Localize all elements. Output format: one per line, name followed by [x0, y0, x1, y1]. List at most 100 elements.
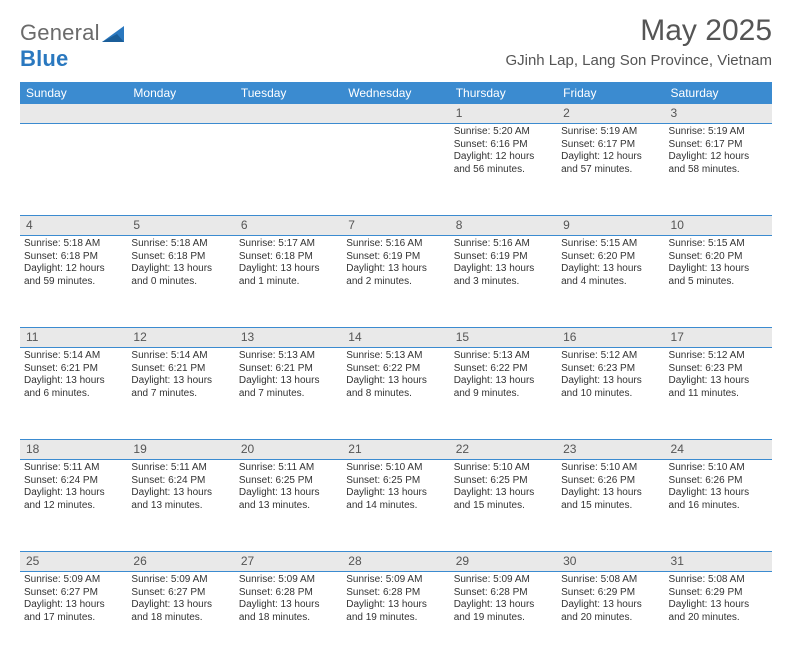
sunrise-line: Sunrise: 5:16 AM: [346, 238, 445, 251]
daylight-line: Daylight: 13 hours and 9 minutes.: [454, 375, 553, 400]
daynum-cell: 3: [665, 104, 772, 124]
daynum-cell: 1: [450, 104, 557, 124]
calendar-page: General Blue May 2025 GJinh Lap, Lang So…: [0, 0, 792, 612]
daynum-cell: 30: [557, 552, 664, 572]
daynum-cell: 23: [557, 440, 664, 460]
daylight-line: Daylight: 12 hours and 58 minutes.: [669, 151, 768, 176]
sunrise-line: Sunrise: 5:10 AM: [561, 462, 660, 475]
heading: May 2025 GJinh Lap, Lang Son Province, V…: [505, 14, 772, 69]
sunset-line: Sunset: 6:19 PM: [454, 251, 553, 264]
day-cell: [127, 124, 234, 216]
sunset-line: Sunset: 6:25 PM: [239, 475, 338, 488]
sunset-line: Sunset: 6:25 PM: [454, 475, 553, 488]
sunrise-line: Sunrise: 5:16 AM: [454, 238, 553, 251]
daylight-line: Daylight: 13 hours and 13 minutes.: [239, 487, 338, 512]
day-cell: Sunrise: 5:14 AMSunset: 6:21 PMDaylight:…: [20, 348, 127, 440]
sunrise-line: Sunrise: 5:18 AM: [131, 238, 230, 251]
daylight-line: Daylight: 13 hours and 5 minutes.: [669, 263, 768, 288]
daylight-line: Daylight: 13 hours and 0 minutes.: [131, 263, 230, 288]
sunset-line: Sunset: 6:21 PM: [131, 363, 230, 376]
day-cell: Sunrise: 5:08 AMSunset: 6:29 PMDaylight:…: [557, 572, 664, 664]
sunset-line: Sunset: 6:24 PM: [24, 475, 123, 488]
sunrise-line: Sunrise: 5:08 AM: [561, 574, 660, 587]
daynum-cell: 8: [450, 216, 557, 236]
sunset-line: Sunset: 6:16 PM: [454, 139, 553, 152]
week-row: Sunrise: 5:11 AMSunset: 6:24 PMDaylight:…: [20, 460, 772, 552]
daylight-line: Daylight: 13 hours and 7 minutes.: [239, 375, 338, 400]
sunset-line: Sunset: 6:23 PM: [669, 363, 768, 376]
brand-triangle-icon: [100, 20, 126, 45]
sunrise-line: Sunrise: 5:11 AM: [239, 462, 338, 475]
sunrise-line: Sunrise: 5:15 AM: [561, 238, 660, 251]
day-cell: Sunrise: 5:14 AMSunset: 6:21 PMDaylight:…: [127, 348, 234, 440]
sunset-line: Sunset: 6:22 PM: [454, 363, 553, 376]
daynum-cell: 11: [20, 328, 127, 348]
sunset-line: Sunset: 6:27 PM: [131, 587, 230, 600]
daynum-cell: 7: [342, 216, 449, 236]
daylight-line: Daylight: 13 hours and 4 minutes.: [561, 263, 660, 288]
day-cell: Sunrise: 5:13 AMSunset: 6:22 PMDaylight:…: [450, 348, 557, 440]
sunrise-line: Sunrise: 5:09 AM: [454, 574, 553, 587]
sunset-line: Sunset: 6:29 PM: [561, 587, 660, 600]
daynum-cell: 6: [235, 216, 342, 236]
sunrise-line: Sunrise: 5:09 AM: [239, 574, 338, 587]
day-cell: Sunrise: 5:09 AMSunset: 6:28 PMDaylight:…: [450, 572, 557, 664]
sunrise-line: Sunrise: 5:17 AM: [239, 238, 338, 251]
day-cell: Sunrise: 5:18 AMSunset: 6:18 PMDaylight:…: [127, 236, 234, 328]
day-cell: Sunrise: 5:20 AMSunset: 6:16 PMDaylight:…: [450, 124, 557, 216]
weekday-cell: Saturday: [665, 82, 772, 104]
day-cell: Sunrise: 5:15 AMSunset: 6:20 PMDaylight:…: [665, 236, 772, 328]
daynum-cell: 15: [450, 328, 557, 348]
day-cell: Sunrise: 5:10 AMSunset: 6:26 PMDaylight:…: [665, 460, 772, 552]
sunset-line: Sunset: 6:18 PM: [239, 251, 338, 264]
day-cell: Sunrise: 5:13 AMSunset: 6:22 PMDaylight:…: [342, 348, 449, 440]
sunset-line: Sunset: 6:19 PM: [346, 251, 445, 264]
sunrise-line: Sunrise: 5:09 AM: [24, 574, 123, 587]
daynum-cell: [20, 104, 127, 124]
day-cell: Sunrise: 5:16 AMSunset: 6:19 PMDaylight:…: [450, 236, 557, 328]
daylight-line: Daylight: 13 hours and 8 minutes.: [346, 375, 445, 400]
daylight-line: Daylight: 13 hours and 15 minutes.: [454, 487, 553, 512]
sunset-line: Sunset: 6:22 PM: [346, 363, 445, 376]
sunset-line: Sunset: 6:21 PM: [239, 363, 338, 376]
weekday-cell: Tuesday: [235, 82, 342, 104]
sunrise-line: Sunrise: 5:11 AM: [131, 462, 230, 475]
sunset-line: Sunset: 6:17 PM: [561, 139, 660, 152]
sunset-line: Sunset: 6:20 PM: [561, 251, 660, 264]
daylight-line: Daylight: 13 hours and 6 minutes.: [24, 375, 123, 400]
daynum-row: 25262728293031: [20, 552, 772, 572]
calendar-table: SundayMondayTuesdayWednesdayThursdayFrid…: [20, 82, 772, 664]
daynum-cell: 10: [665, 216, 772, 236]
brand-part1: General: [20, 20, 100, 45]
day-cell: Sunrise: 5:10 AMSunset: 6:25 PMDaylight:…: [342, 460, 449, 552]
daynum-cell: 18: [20, 440, 127, 460]
daylight-line: Daylight: 13 hours and 1 minute.: [239, 263, 338, 288]
day-cell: Sunrise: 5:17 AMSunset: 6:18 PMDaylight:…: [235, 236, 342, 328]
daylight-line: Daylight: 13 hours and 12 minutes.: [24, 487, 123, 512]
day-cell: [20, 124, 127, 216]
daynum-cell: 17: [665, 328, 772, 348]
sunset-line: Sunset: 6:28 PM: [346, 587, 445, 600]
day-cell: Sunrise: 5:15 AMSunset: 6:20 PMDaylight:…: [557, 236, 664, 328]
day-cell: [235, 124, 342, 216]
sunset-line: Sunset: 6:21 PM: [24, 363, 123, 376]
weekday-cell: Monday: [127, 82, 234, 104]
daynum-cell: 5: [127, 216, 234, 236]
sunset-line: Sunset: 6:26 PM: [669, 475, 768, 488]
sunrise-line: Sunrise: 5:18 AM: [24, 238, 123, 251]
daynum-cell: 25: [20, 552, 127, 572]
sunset-line: Sunset: 6:18 PM: [131, 251, 230, 264]
daynum-cell: 2: [557, 104, 664, 124]
sunrise-line: Sunrise: 5:09 AM: [346, 574, 445, 587]
sunset-line: Sunset: 6:28 PM: [239, 587, 338, 600]
day-cell: Sunrise: 5:09 AMSunset: 6:27 PMDaylight:…: [127, 572, 234, 664]
daylight-line: Daylight: 12 hours and 56 minutes.: [454, 151, 553, 176]
daynum-cell: [235, 104, 342, 124]
daynum-row: 123: [20, 104, 772, 124]
daylight-line: Daylight: 12 hours and 59 minutes.: [24, 263, 123, 288]
day-cell: Sunrise: 5:11 AMSunset: 6:24 PMDaylight:…: [20, 460, 127, 552]
daynum-cell: 4: [20, 216, 127, 236]
sunset-line: Sunset: 6:26 PM: [561, 475, 660, 488]
weekday-header: SundayMondayTuesdayWednesdayThursdayFrid…: [20, 82, 772, 104]
weekday-cell: Sunday: [20, 82, 127, 104]
